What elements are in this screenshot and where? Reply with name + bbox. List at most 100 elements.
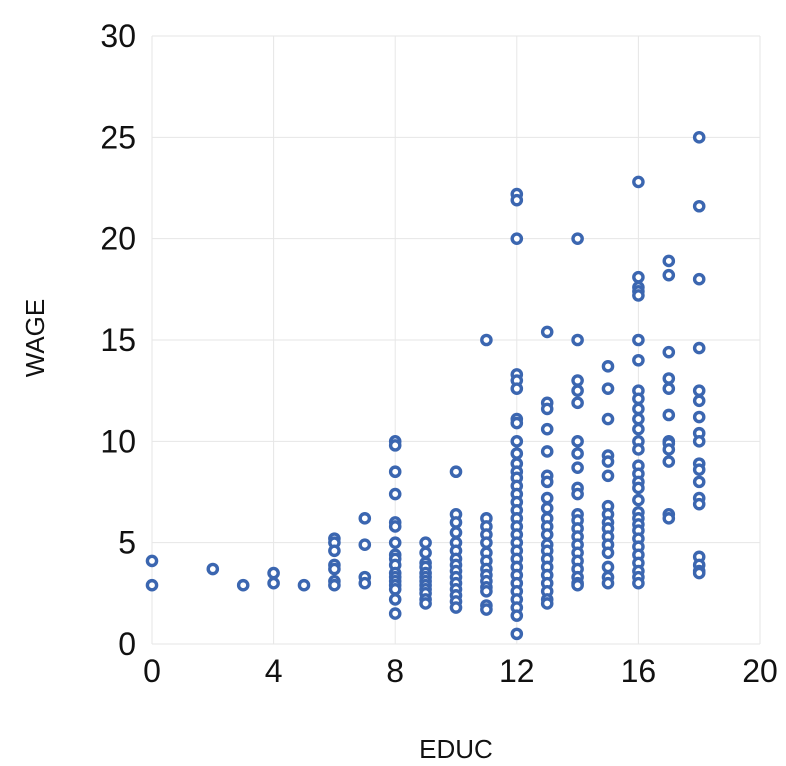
- data-point: [571, 487, 584, 501]
- data-point: [328, 578, 341, 592]
- data-point: [692, 384, 706, 397]
- y-tick-label: 10: [100, 423, 136, 459]
- data-point: [632, 576, 645, 590]
- data-point: [692, 199, 706, 213]
- data-point: [662, 455, 676, 468]
- data-point: [510, 416, 524, 430]
- y-axis-label: WAGE: [20, 299, 50, 377]
- x-tick-label: 0: [143, 653, 161, 689]
- data-point: [358, 512, 372, 525]
- data-point: [662, 443, 676, 456]
- x-axis-label: EDUC: [419, 734, 493, 764]
- data-point: [388, 593, 402, 606]
- data-points: [145, 131, 706, 641]
- data-point: [449, 601, 463, 614]
- data-point: [632, 333, 645, 347]
- data-point: [601, 455, 615, 468]
- data-point: [662, 512, 676, 525]
- data-point: [510, 193, 524, 207]
- data-point: [662, 408, 676, 422]
- data-point: [632, 392, 645, 406]
- data-point: [632, 443, 645, 456]
- data-point: [419, 597, 432, 610]
- y-tick-label: 15: [100, 322, 136, 358]
- data-point: [388, 607, 402, 620]
- data-point: [540, 491, 554, 505]
- data-point: [449, 516, 463, 529]
- y-tick-label: 25: [100, 119, 136, 155]
- data-point: [480, 536, 493, 549]
- data-point: [601, 546, 615, 560]
- data-point: [692, 463, 706, 477]
- data-point: [662, 254, 676, 268]
- data-point: [692, 272, 706, 286]
- data-point: [571, 447, 584, 460]
- data-point: [388, 487, 402, 501]
- data-point: [632, 481, 645, 495]
- data-point: [692, 341, 706, 355]
- data-point: [692, 435, 706, 448]
- data-point: [662, 345, 676, 359]
- data-point: [540, 597, 554, 610]
- data-point: [571, 578, 584, 592]
- y-tick-label: 30: [100, 18, 136, 54]
- x-tick-label: 4: [265, 653, 283, 689]
- data-point: [662, 372, 676, 385]
- data-point: [297, 578, 311, 592]
- data-point: [540, 501, 554, 515]
- data-point: [632, 353, 645, 367]
- data-point: [632, 402, 645, 416]
- data-point: [480, 603, 493, 616]
- x-tick-label: 16: [621, 653, 657, 689]
- data-point: [540, 475, 554, 489]
- y-tick-label: 20: [100, 221, 136, 257]
- data-point: [419, 536, 432, 549]
- data-point: [510, 382, 524, 395]
- data-point: [601, 360, 615, 373]
- x-tick-label: 8: [386, 653, 404, 689]
- data-point: [358, 576, 372, 590]
- x-tick-label: 20: [742, 653, 778, 689]
- data-point: [145, 578, 159, 592]
- data-point: [692, 394, 706, 408]
- data-point: [571, 333, 584, 347]
- data-point: [601, 412, 615, 426]
- data-point: [510, 447, 524, 460]
- data-point: [632, 175, 645, 189]
- data-point: [692, 410, 706, 424]
- data-point: [632, 422, 645, 436]
- data-point: [419, 546, 432, 560]
- data-point: [267, 566, 280, 580]
- data-point: [601, 469, 615, 483]
- data-point: [480, 333, 493, 347]
- data-point: [571, 232, 584, 245]
- data-point: [692, 497, 706, 511]
- data-point: [540, 445, 554, 458]
- data-point: [632, 270, 645, 284]
- data-point: [540, 422, 554, 436]
- data-point: [571, 435, 584, 448]
- data-point: [358, 538, 372, 551]
- data-point: [510, 627, 524, 641]
- data-point: [571, 396, 584, 410]
- data-point: [510, 435, 524, 448]
- data-point: [236, 578, 250, 592]
- data-point: [328, 544, 341, 558]
- data-point: [480, 585, 493, 598]
- data-point: [632, 493, 645, 507]
- data-point: [267, 576, 280, 590]
- data-point: [632, 412, 645, 426]
- data-point: [510, 232, 524, 245]
- data-point: [388, 439, 402, 452]
- data-point: [388, 465, 402, 479]
- data-point: [601, 382, 615, 395]
- data-point: [601, 576, 615, 590]
- data-point: [692, 131, 706, 144]
- data-point: [571, 374, 584, 387]
- data-point: [540, 528, 554, 541]
- data-point: [449, 465, 463, 479]
- data-point: [632, 289, 645, 302]
- data-point: [388, 520, 402, 533]
- data-point: [601, 560, 615, 574]
